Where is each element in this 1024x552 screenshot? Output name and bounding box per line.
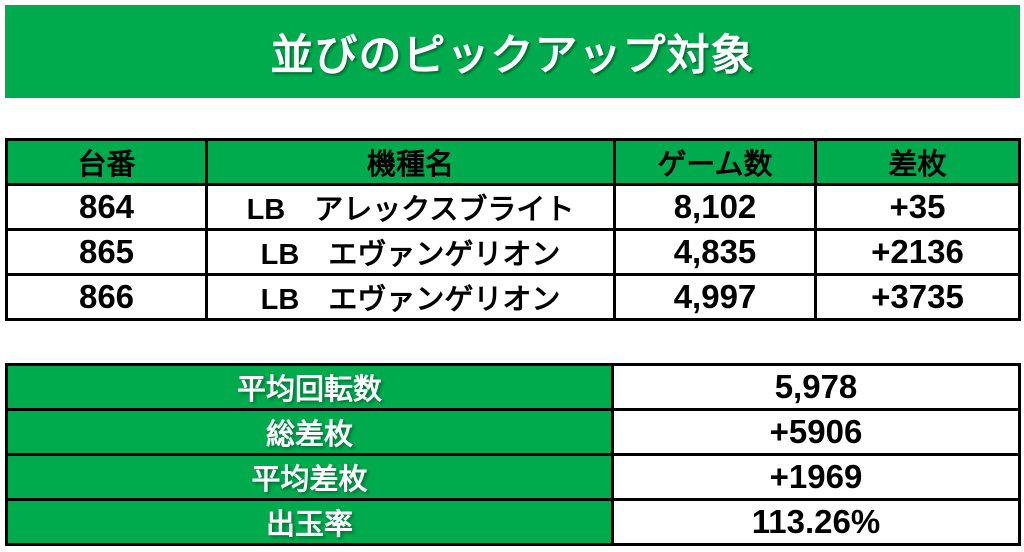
summary-label-total-diff: 総差枚 (5, 408, 614, 456)
game-count-cell: 8,102 (613, 183, 817, 231)
column-header-game-count: ゲーム数 (613, 138, 817, 186)
page-title: 並びのピックアップ対象 (270, 31, 755, 80)
column-header-model-name: 機種名 (205, 138, 616, 186)
machine-number-cell: 864 (5, 183, 208, 231)
table-row: 866 LB エヴァンゲリオン 4,997 +3735 (5, 273, 1021, 321)
table-row: 865 LB エヴァンゲリオン 4,835 +2136 (5, 228, 1021, 276)
machines-header-row: 台番 機種名 ゲーム数 差枚 (5, 138, 1021, 186)
summary-value-average-diff: +1969 (611, 453, 1021, 501)
summary-row: 平均回転数 5,978 (5, 363, 1021, 411)
table-row: 864 LB アレックスブライト 8,102 +35 (5, 183, 1021, 231)
diff-medals-cell: +3735 (814, 273, 1021, 321)
model-name-cell: LB アレックスブライト (205, 183, 616, 231)
model-name-cell: LB エヴァンゲリオン (205, 273, 616, 321)
machines-table: 台番 機種名 ゲーム数 差枚 864 LB アレックスブライト 8,102 +3… (5, 138, 1021, 321)
summary-table: 平均回転数 5,978 総差枚 +5906 平均差枚 +1969 出玉率 113… (5, 363, 1021, 546)
summary-value-payout-rate: 113.26% (611, 498, 1021, 546)
game-count-cell: 4,835 (613, 228, 817, 276)
column-header-machine-number: 台番 (5, 138, 208, 186)
summary-label-average-spins: 平均回転数 (5, 363, 614, 411)
game-count-cell: 4,997 (613, 273, 817, 321)
machine-number-cell: 865 (5, 228, 208, 276)
machine-number-cell: 866 (5, 273, 208, 321)
summary-row: 平均差枚 +1969 (5, 453, 1021, 501)
summary-label-average-diff: 平均差枚 (5, 453, 614, 501)
column-header-diff-medals: 差枚 (814, 138, 1021, 186)
title-banner: 並びのピックアップ対象 (5, 5, 1020, 98)
summary-row: 総差枚 +5906 (5, 408, 1021, 456)
summary-value-total-diff: +5906 (611, 408, 1021, 456)
summary-row: 出玉率 113.26% (5, 498, 1021, 546)
diff-medals-cell: +35 (814, 183, 1021, 231)
diff-medals-cell: +2136 (814, 228, 1021, 276)
model-name-cell: LB エヴァンゲリオン (205, 228, 616, 276)
summary-label-payout-rate: 出玉率 (5, 498, 614, 546)
summary-value-average-spins: 5,978 (611, 363, 1021, 411)
